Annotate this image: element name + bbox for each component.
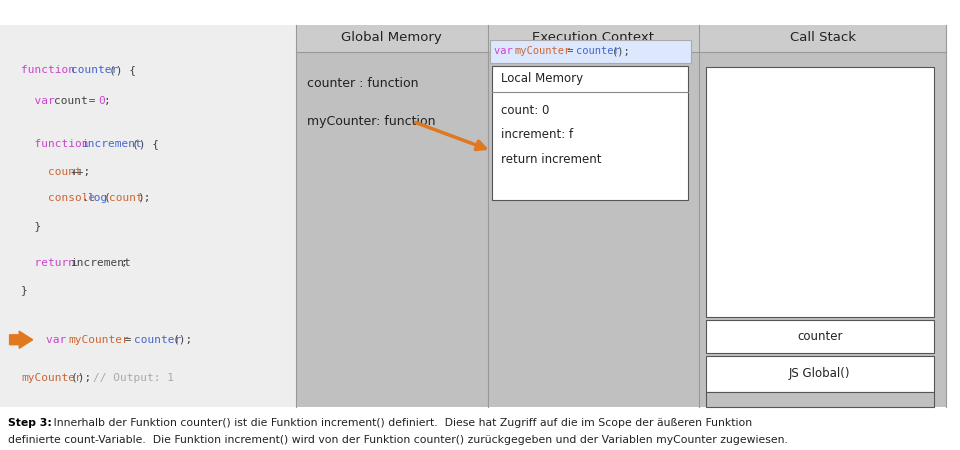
Bar (492, 66, 688, 200)
Text: counter: counter (71, 65, 118, 75)
Text: count: 0: count: 0 (501, 104, 549, 117)
Text: myCounter: function: myCounter: function (307, 115, 436, 128)
Text: Step 3:: Step 3: (8, 418, 52, 428)
FancyArrow shape (10, 331, 33, 348)
Text: var: var (494, 46, 519, 56)
Text: count: count (54, 96, 88, 106)
Text: count: count (21, 167, 82, 177)
Text: return increment: return increment (501, 153, 602, 166)
Text: }: } (21, 285, 28, 295)
Text: =: = (561, 46, 579, 56)
Text: var: var (21, 96, 61, 106)
Text: () {: () { (109, 65, 136, 75)
Bar (706, 68, 934, 317)
Text: function: function (21, 65, 82, 75)
Bar (706, 392, 934, 407)
Text: );: ); (137, 193, 151, 203)
Text: // Output: 1: // Output: 1 (93, 373, 174, 383)
Text: ++;: ++; (71, 167, 91, 177)
Bar (296, 25, 946, 407)
Text: Innerhalb der Funktion counter() ist die Funktion increment() definiert.  Diese : Innerhalb der Funktion counter() ist die… (50, 418, 752, 428)
Text: definierte count-Variable.  Die Funktion increment() wird von der Funktion count: definierte count-Variable. Die Funktion … (8, 435, 787, 445)
Text: (: ( (104, 193, 110, 203)
Text: ();: (); (173, 335, 193, 345)
Text: increment: increment (82, 139, 143, 149)
Text: counter: counter (134, 335, 181, 345)
Text: return: return (21, 258, 82, 268)
Text: Local Memory: Local Memory (501, 72, 584, 85)
Text: 0: 0 (98, 96, 106, 106)
Text: myCounter: myCounter (21, 373, 82, 383)
Text: JS Global(): JS Global() (789, 367, 851, 380)
Text: () {: () { (132, 139, 158, 149)
Text: log: log (87, 193, 108, 203)
Text: ();: (); (612, 46, 630, 56)
Text: increment: f: increment: f (501, 129, 573, 141)
Text: myCounter: myCounter (515, 46, 571, 56)
Bar (706, 356, 934, 392)
Text: ;: ; (121, 258, 128, 268)
Text: Execution Context: Execution Context (532, 32, 655, 44)
Text: .: . (82, 193, 88, 203)
Bar (706, 320, 934, 353)
Bar (296, 25, 946, 52)
Text: Global Memory: Global Memory (342, 32, 442, 44)
Bar (0, 25, 296, 407)
Text: ();: (); (71, 373, 98, 383)
Bar (490, 40, 691, 63)
Text: =: = (82, 96, 102, 106)
Text: console: console (21, 193, 95, 203)
Text: }: } (21, 221, 41, 231)
Text: =: = (118, 335, 138, 345)
Text: myCounter: myCounter (68, 335, 129, 345)
Text: counter: counter (797, 330, 843, 342)
Text: ;: ; (104, 96, 110, 106)
Text: function: function (21, 139, 95, 149)
Text: Call Stack: Call Stack (790, 32, 855, 44)
Text: count: count (109, 193, 143, 203)
Text: counter : function: counter : function (307, 77, 419, 90)
Text: increment: increment (71, 258, 132, 268)
Text: counter: counter (576, 46, 619, 56)
Text: var: var (46, 335, 73, 345)
